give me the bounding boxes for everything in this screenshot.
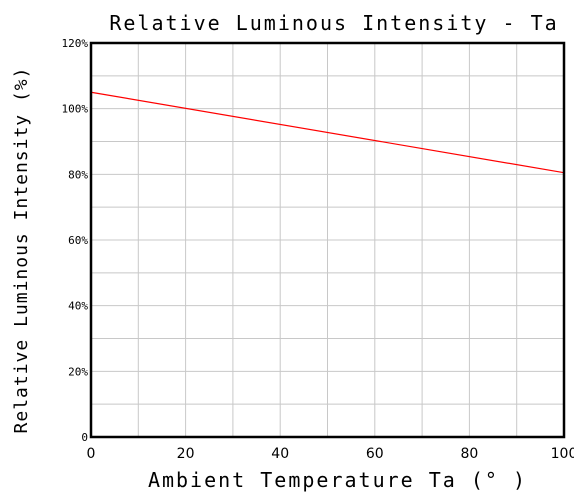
series-line-0 bbox=[90, 91, 565, 174]
y-tick-label: 80% bbox=[68, 168, 88, 181]
plot-frame bbox=[89, 41, 566, 439]
chart-title: Relative Luminous Intensity - Ta bbox=[109, 11, 558, 35]
x-axis-label: Ambient Temperature Ta (° ) bbox=[148, 468, 527, 492]
series-group bbox=[90, 91, 565, 174]
y-tick-label: 0 bbox=[81, 431, 88, 444]
x-tick-label: 0 bbox=[87, 446, 96, 462]
x-tick-labels: 0 20 40 60 80 100 bbox=[87, 446, 574, 462]
y-axis-label: Relative Luminous Intensity (%) bbox=[11, 67, 32, 434]
x-tick-label: 20 bbox=[177, 446, 195, 462]
x-tick-label: 60 bbox=[366, 446, 384, 462]
x-tick-label: 80 bbox=[460, 446, 478, 462]
grid bbox=[91, 43, 564, 437]
y-tick-label: 40% bbox=[68, 300, 88, 313]
x-tick-label: 100 bbox=[551, 446, 574, 462]
x-tick-label: 40 bbox=[271, 446, 289, 462]
y-tick-label: 120% bbox=[62, 37, 89, 50]
y-tick-label: 100% bbox=[62, 103, 89, 116]
y-tick-label: 60% bbox=[68, 234, 88, 247]
y-tick-labels: 0 20% 40% 60% 80% 100% 120% bbox=[62, 37, 89, 444]
y-tick-label: 20% bbox=[68, 365, 88, 378]
